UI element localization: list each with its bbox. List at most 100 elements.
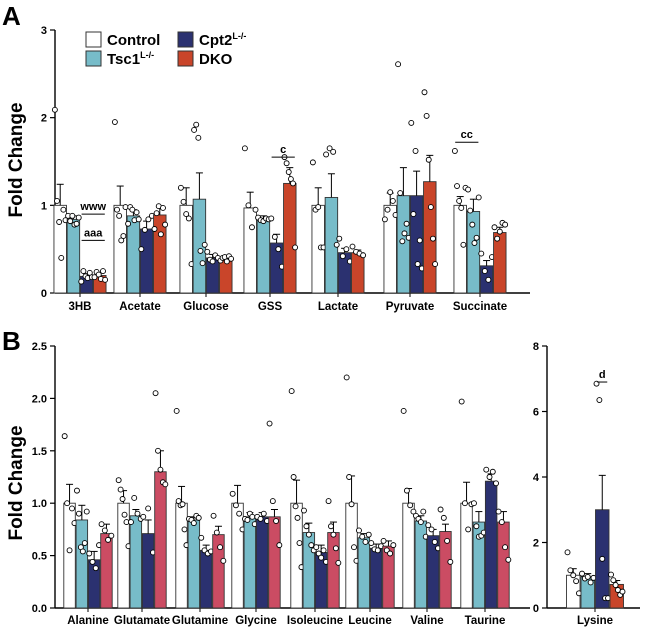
- data-point: [348, 501, 355, 508]
- data-point: [619, 588, 626, 595]
- data-point: [567, 567, 574, 574]
- data-point: [428, 526, 435, 533]
- significance-label: c: [280, 144, 286, 156]
- data-point: [447, 558, 454, 565]
- data-point: [180, 198, 187, 205]
- data-point: [249, 224, 255, 231]
- data-point: [359, 533, 366, 540]
- data-point: [75, 510, 82, 517]
- data-point: [309, 159, 316, 166]
- significance-label: cc: [461, 129, 473, 141]
- data-point: [101, 527, 108, 534]
- data-point: [320, 547, 327, 554]
- y-tick-label: 2.0: [32, 393, 47, 405]
- panel-a-y-axis-label: Fold Change: [6, 102, 27, 217]
- data-point: [155, 447, 161, 454]
- data-point: [223, 258, 230, 265]
- data-point: [458, 398, 465, 405]
- data-point: [315, 550, 322, 557]
- data-point: [271, 233, 278, 240]
- data-point: [285, 169, 292, 175]
- data-point: [153, 210, 160, 217]
- data-point: [92, 565, 99, 572]
- bar-glycine-cpt2l: [255, 516, 269, 609]
- data-point: [160, 205, 166, 211]
- bar-glutamine-control: [175, 502, 188, 609]
- data-point: [612, 582, 619, 589]
- data-point: [283, 160, 290, 167]
- y-tick-label: 0.5: [32, 551, 47, 563]
- data-point: [179, 501, 186, 508]
- data-point: [315, 204, 322, 211]
- legend-label-tsc1: Tsc1L-/-: [107, 50, 154, 68]
- data-point: [471, 500, 477, 507]
- data-point: [66, 547, 73, 554]
- bar-leucine-tsc1l: [357, 537, 371, 609]
- data-point: [596, 397, 603, 403]
- data-point: [197, 247, 204, 254]
- bar-glutamine-tsc1l: [187, 519, 201, 609]
- data-point: [199, 260, 206, 267]
- data-point: [232, 502, 239, 509]
- category-label-glycine: Glycine: [235, 615, 277, 627]
- data-point: [220, 557, 227, 564]
- y-tick-label: 3: [41, 25, 47, 37]
- data-point: [573, 578, 580, 585]
- data-point: [330, 531, 337, 538]
- legend-superscript: L-/-: [140, 50, 154, 60]
- data-point: [579, 570, 585, 577]
- data-point: [78, 278, 85, 285]
- data-point: [213, 529, 220, 536]
- category-label-pyruvate: Pyruvate: [386, 301, 435, 313]
- data-point: [421, 89, 428, 96]
- category-label-lactate: Lactate: [318, 301, 358, 313]
- data-point: [131, 495, 138, 501]
- data-point: [177, 184, 184, 191]
- category-label-taurine: Taurine: [465, 615, 506, 627]
- data-point: [481, 268, 488, 275]
- data-point: [430, 235, 436, 242]
- data-point: [475, 194, 482, 201]
- legend-swatch-dko: [177, 50, 194, 67]
- data-point: [440, 514, 447, 521]
- data-point: [380, 537, 387, 544]
- data-point: [145, 505, 152, 512]
- data-point: [403, 487, 410, 494]
- data-point: [599, 555, 606, 562]
- data-point: [195, 514, 202, 521]
- y-tick-label: 1.5: [32, 446, 47, 458]
- data-point: [268, 215, 275, 222]
- data-point: [288, 388, 295, 395]
- data-point: [399, 238, 406, 245]
- data-point: [414, 261, 421, 268]
- y-tick-label: 4: [533, 472, 540, 484]
- data-point: [114, 206, 120, 213]
- legend-swatch-tsc1: [85, 50, 102, 67]
- category-label-acetate: Acetate: [119, 301, 161, 313]
- data-point: [244, 517, 251, 523]
- data-point: [505, 556, 512, 563]
- bar-isoleucine-dko: [327, 532, 340, 609]
- significance-label: www: [79, 201, 106, 213]
- data-point: [349, 243, 356, 250]
- data-point: [195, 134, 202, 141]
- legend-label-dko: DKO: [199, 51, 233, 68]
- data-point: [252, 206, 259, 213]
- bar-glutamate-tsc1l: [129, 515, 143, 609]
- bar-valine-control: [402, 502, 415, 609]
- data-point: [381, 216, 388, 223]
- data-point: [427, 204, 434, 211]
- data-point: [469, 221, 476, 228]
- data-point: [134, 510, 141, 517]
- data-point: [193, 121, 200, 128]
- data-point: [332, 545, 339, 552]
- data-point: [162, 221, 169, 228]
- data-point: [328, 523, 334, 530]
- data-point: [198, 534, 205, 541]
- y-tick-label: 8: [533, 341, 539, 353]
- data-point: [465, 186, 472, 193]
- y-tick-label: 2: [533, 538, 539, 550]
- data-point: [397, 190, 404, 197]
- data-point: [69, 212, 76, 219]
